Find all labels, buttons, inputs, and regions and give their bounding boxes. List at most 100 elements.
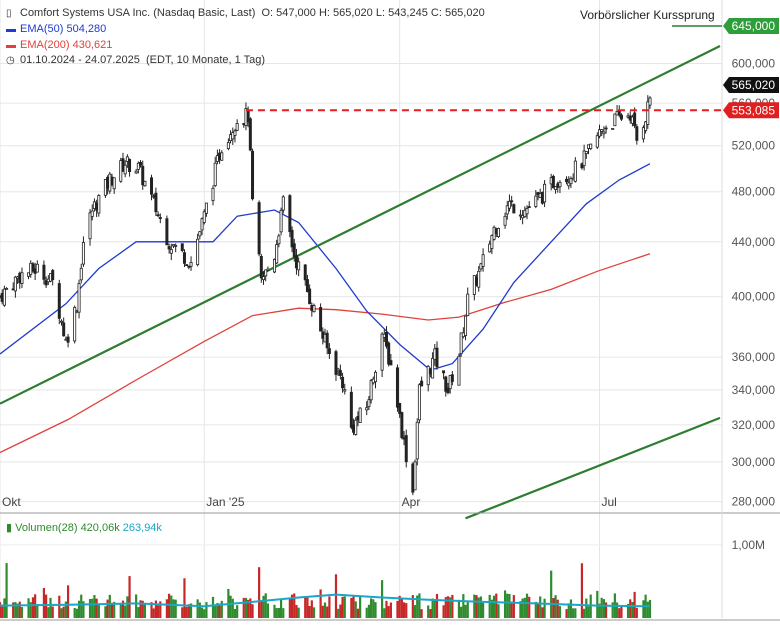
candle-up [112, 177, 116, 190]
volume-bar [126, 596, 129, 618]
volume-bar [189, 603, 193, 618]
candle-up [464, 315, 468, 336]
volume-bar [457, 599, 461, 618]
volume-bar [88, 599, 92, 618]
premarket-annotation: Vorbörslicher Kurssprung [580, 8, 715, 22]
volume-bar [600, 597, 603, 618]
volume-bar [154, 600, 158, 618]
date-range-detail: (EDT, 10 Monate, 1 Tag) [146, 54, 266, 66]
volume-bar [91, 598, 94, 618]
volume-bar [211, 596, 215, 618]
volume-bar [618, 608, 621, 618]
y-tick-label: 520,000 [732, 139, 776, 153]
volume-bar [36, 604, 39, 618]
ema50-legend: ▬ EMA(50) 504,280 [6, 22, 106, 37]
chart-title: Comfort Systems USA Inc. (Nasdaq Basic, … [20, 7, 256, 19]
candle-down [512, 204, 516, 214]
volume-bar [183, 578, 186, 618]
volume-bar [260, 600, 263, 618]
volume-bar [372, 599, 375, 618]
volume-bar [297, 607, 300, 618]
volume-bar [214, 604, 217, 618]
volume-bar [413, 605, 417, 618]
candle-down [446, 387, 450, 394]
volume-bar [12, 602, 15, 618]
candle-down [290, 229, 294, 248]
volume-bar [321, 605, 324, 618]
x-tick-label: Jul [601, 495, 616, 509]
volume-bars-icon: ▮ [6, 522, 13, 534]
volume-bar [585, 598, 588, 618]
candle-down [185, 264, 189, 267]
candle-up [459, 332, 463, 355]
volume-bar [482, 602, 485, 618]
volume-bar [150, 602, 153, 618]
volume-bar [47, 607, 50, 618]
candle-down [44, 280, 48, 286]
ohlc-values: O: 547,000 H: 565,020 L: 543,245 C: 565,… [261, 7, 485, 19]
candle-down [444, 376, 448, 392]
volume-bar [519, 601, 522, 618]
candle-up [266, 268, 270, 271]
volume-bar [262, 595, 265, 618]
volume-bar [31, 597, 35, 618]
y-tick-label: 440,000 [732, 235, 776, 249]
volume-bar [231, 598, 234, 618]
volume-bar [460, 606, 463, 618]
candle-up [81, 242, 85, 265]
candle-down [633, 112, 637, 127]
candle-up [262, 276, 266, 281]
volume-bar [273, 604, 276, 618]
candle-down [527, 206, 531, 209]
volume-bar [73, 607, 76, 618]
candle-down [150, 177, 154, 195]
candle-down [395, 367, 399, 408]
volume-bar [574, 608, 577, 618]
candle-up [297, 261, 301, 271]
candle-up [595, 135, 599, 148]
candle-up [90, 210, 94, 217]
volume-bar [523, 597, 526, 618]
x-tick-label: Okt [2, 495, 21, 509]
volume-bar [247, 599, 250, 618]
volume-bar [82, 601, 85, 618]
candle-up [602, 131, 606, 135]
candle-up [503, 215, 507, 226]
volume-bar [29, 602, 32, 618]
candle-up [277, 235, 281, 245]
candle-down [62, 322, 66, 337]
candle-down [619, 114, 623, 120]
y-tick-label: 400,000 [732, 290, 776, 304]
candle-up [97, 195, 101, 214]
volume-bar [615, 602, 619, 618]
candle-up [448, 375, 452, 390]
candle-up [5, 287, 9, 290]
volume-bar [3, 598, 6, 618]
candle-up [336, 368, 340, 372]
candle-up [272, 259, 276, 273]
candle-up [235, 123, 239, 131]
candle-down [139, 161, 143, 166]
candle-up [358, 407, 362, 423]
candle-down [510, 200, 514, 203]
volume-bar [304, 596, 307, 618]
candle-up [59, 320, 63, 323]
candle-down [308, 288, 312, 305]
volume-bar [475, 595, 478, 618]
volume-bar [339, 604, 342, 618]
candle-down [398, 403, 402, 414]
volume-value-2: 263,94k [122, 522, 162, 534]
candle-down [551, 175, 555, 189]
volume-bar [218, 603, 221, 618]
candle-up [582, 150, 586, 167]
volume-bar [282, 608, 285, 618]
candle-up [558, 181, 562, 188]
candle-up [369, 380, 373, 401]
candle-down [180, 243, 184, 251]
volume-bar [20, 607, 24, 618]
candle-up [275, 244, 279, 264]
volume-bar [633, 591, 636, 618]
volume-bar [528, 596, 531, 618]
volume-bar [62, 606, 65, 618]
volume-bar [354, 601, 357, 618]
